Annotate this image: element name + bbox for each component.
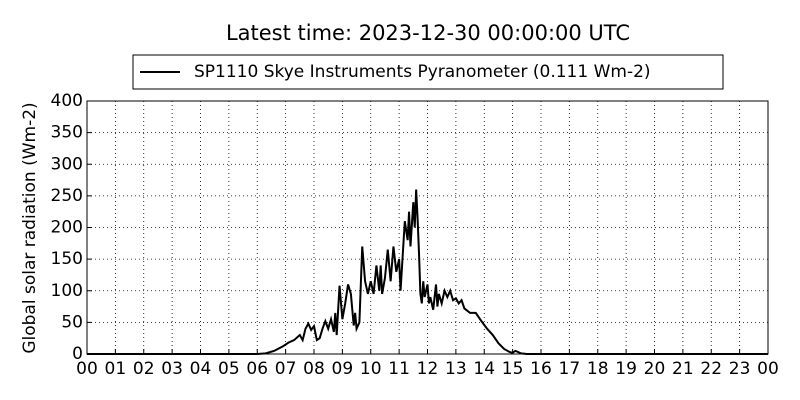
y-tick-label: 0 [72,344,83,364]
x-tick-label: 22 [700,359,722,379]
data-line [87,189,768,355]
x-tick-label: 04 [190,359,212,379]
y-tick-label: 400 [51,91,83,111]
x-tick-label: 21 [672,359,694,379]
x-tick-label: 20 [644,359,666,379]
y-tick-label: 250 [51,186,83,206]
y-axis-label: Global solar radiation (Wm-2) [20,102,40,353]
x-tick-label: 00 [76,359,98,379]
x-tick-label: 03 [161,359,183,379]
x-tick-label: 13 [445,359,467,379]
y-tick-label: 300 [51,154,83,174]
x-tick-label: 07 [275,359,297,379]
x-tick-label: 11 [388,359,410,379]
y-tick-label: 200 [51,218,83,238]
x-tick-label: 19 [615,359,637,379]
x-tick-label: 12 [417,359,439,379]
legend [132,54,724,90]
chart-title: Latest time: 2023-12-30 00:00:00 UTC [226,21,630,45]
y-tick-label: 350 [51,123,83,143]
x-tick-label: 08 [303,359,325,379]
x-tick-label: 15 [502,359,524,379]
y-tick-label: 50 [61,312,83,332]
x-tick-label: 00 [757,359,779,379]
x-tick-label: 18 [587,359,609,379]
x-tick-label: 05 [218,359,240,379]
x-tick-label: 16 [530,359,552,379]
x-tick-label: 17 [559,359,581,379]
x-tick-label: 06 [246,359,268,379]
legend-label: SP1110 Skye Instruments Pyranometer (0.1… [194,62,651,82]
legend-box [132,54,724,90]
x-tick-label: 02 [133,359,155,379]
x-tick-label: 01 [105,359,127,379]
y-tick-label: 100 [51,281,83,301]
y-tick-label: 150 [51,249,83,269]
x-tick-label: 10 [360,359,382,379]
x-tick-label: 23 [729,359,751,379]
plot-frame [86,100,769,355]
x-tick-label: 14 [473,359,495,379]
x-tick-label: 09 [332,359,354,379]
